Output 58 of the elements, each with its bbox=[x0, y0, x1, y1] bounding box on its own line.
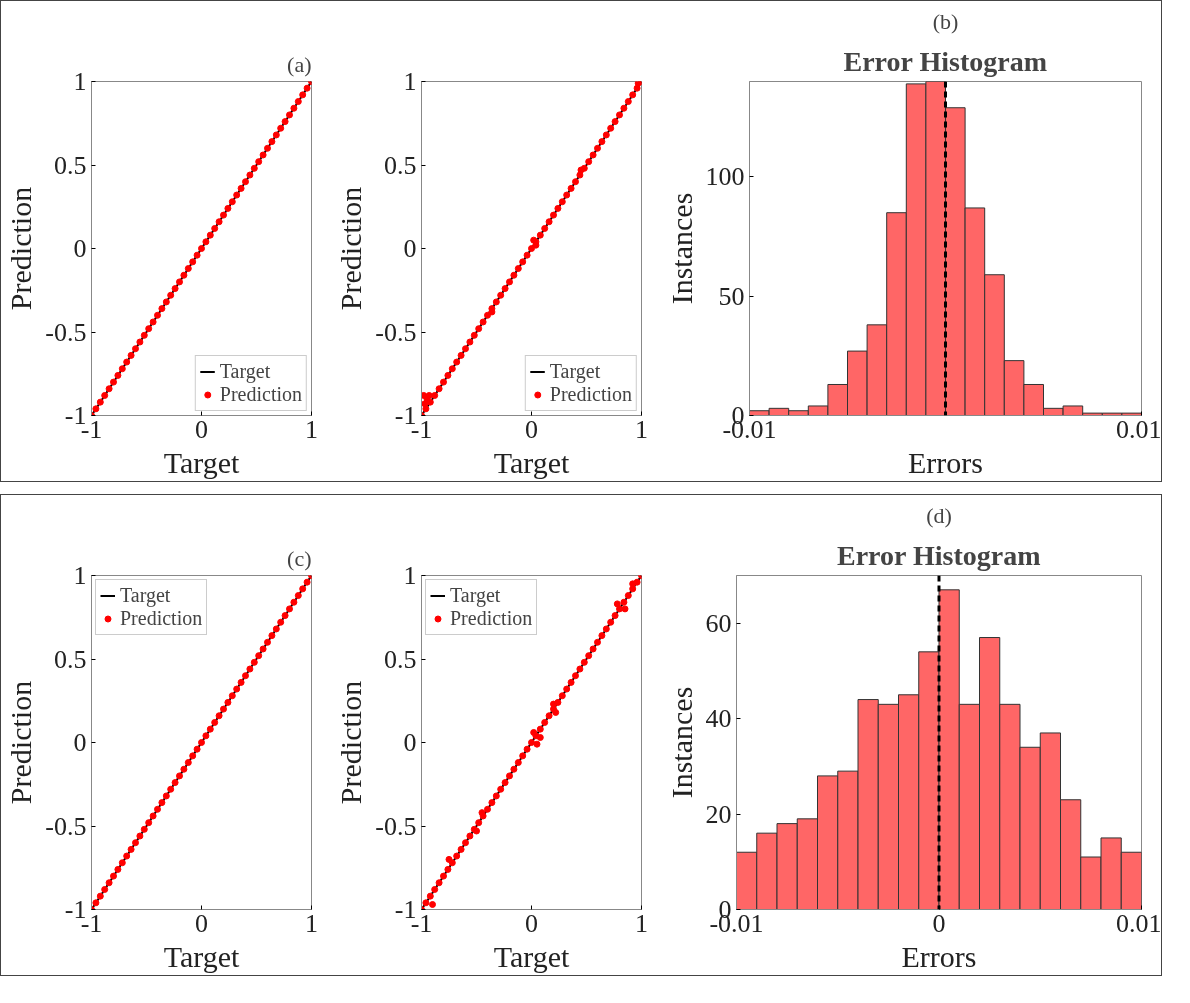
x-tick-label: 0 bbox=[932, 908, 946, 938]
y-tick-label: 0.5 bbox=[54, 644, 87, 674]
y-axis-title: Prediction bbox=[334, 186, 368, 311]
legend-label: Target bbox=[450, 584, 501, 607]
text: (b) bbox=[932, 8, 959, 34]
x-tick-label: 0 bbox=[195, 908, 208, 938]
legend-label: Target bbox=[120, 584, 171, 607]
x-axis-title: Target bbox=[163, 939, 240, 973]
y-tick-label: 1 bbox=[403, 67, 417, 96]
y-axis-title: Prediction bbox=[4, 186, 38, 311]
y-tick-label: 0 bbox=[403, 728, 417, 757]
legend-label: Prediction bbox=[120, 607, 203, 630]
text: (d) bbox=[926, 502, 952, 528]
y-tick-label: 50 bbox=[718, 281, 745, 311]
x-tick-label: 0.01 bbox=[1116, 908, 1162, 938]
x-tick-label: 0 bbox=[195, 414, 208, 444]
y-tick-label: -0.5 bbox=[375, 811, 417, 841]
legend-label: Prediction bbox=[450, 607, 533, 630]
x-tick-label: 1 bbox=[305, 414, 318, 444]
y-tick-label: 1 bbox=[403, 561, 417, 590]
y-tick-label: -0.5 bbox=[45, 317, 87, 347]
y-tick-label: 60 bbox=[705, 608, 732, 638]
y-tick-label: 0.5 bbox=[384, 644, 417, 674]
y-tick-label: 1 bbox=[73, 561, 87, 590]
y-tick-label: 20 bbox=[705, 799, 732, 829]
legend-label: Prediction bbox=[549, 383, 632, 406]
y-tick-label: 1 bbox=[73, 67, 87, 96]
x-axis-title: Target bbox=[493, 939, 570, 973]
x-tick-label: 0 bbox=[525, 908, 538, 938]
y-axis-title: Prediction bbox=[334, 680, 368, 805]
y-tick-label: 0 bbox=[73, 234, 87, 263]
legend-label: Prediction bbox=[219, 383, 302, 406]
chart-title: Error Histogram bbox=[837, 539, 1041, 571]
y-axis-title: Instances bbox=[664, 192, 698, 305]
text: (c) bbox=[287, 545, 312, 571]
y-tick-label: 0.5 bbox=[384, 150, 417, 180]
chart-title: Error Histogram bbox=[843, 45, 1047, 77]
y-axis-title: Instances bbox=[664, 686, 698, 799]
x-tick-label: 1 bbox=[635, 908, 648, 938]
x-axis-title: Errors bbox=[908, 445, 983, 479]
y-tick-label: -0.5 bbox=[45, 811, 87, 841]
text: (a) bbox=[287, 51, 312, 77]
x-axis-title: Errors bbox=[901, 939, 977, 973]
y-tick-label: 0.5 bbox=[54, 150, 87, 180]
y-axis-title: Prediction bbox=[4, 680, 38, 805]
y-tick-label: 0 bbox=[73, 728, 87, 757]
x-axis-title: Target bbox=[163, 445, 240, 479]
legend-label: Target bbox=[549, 360, 601, 383]
y-tick-label: 0 bbox=[403, 234, 417, 263]
x-tick-label: 1 bbox=[305, 908, 318, 938]
legend-label: Target bbox=[219, 360, 271, 383]
x-axis-title: Target bbox=[493, 445, 570, 479]
y-tick-label: 40 bbox=[705, 704, 732, 734]
x-tick-label: 0.01 bbox=[1116, 414, 1162, 444]
y-tick-label: 100 bbox=[705, 162, 745, 192]
y-tick-label: -0.5 bbox=[375, 317, 417, 347]
x-tick-label: 1 bbox=[635, 414, 648, 444]
x-tick-label: 0 bbox=[525, 414, 538, 444]
